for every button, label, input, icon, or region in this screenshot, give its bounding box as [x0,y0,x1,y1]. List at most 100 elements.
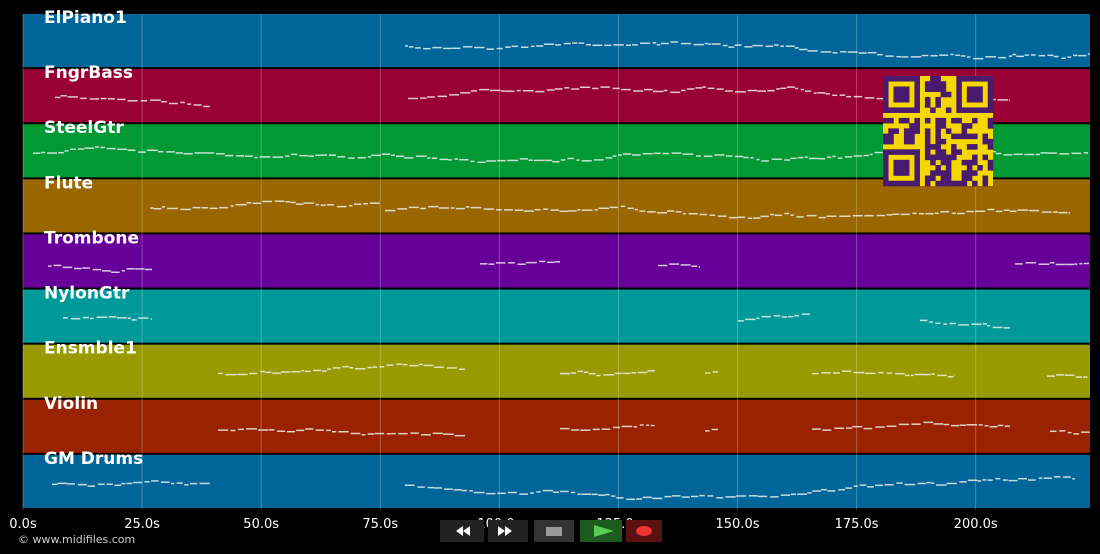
qr-cell [893,107,900,113]
time-tick-label: 175.0s [835,517,879,532]
qr-cell [903,180,910,187]
track-lane [23,289,1090,343]
qr-cell [940,117,947,124]
qr-code [883,76,994,187]
qr-cell [956,91,962,98]
qr-cell [883,107,889,113]
qr-cell [966,144,973,150]
track-name: NylonGtr [44,284,130,304]
qr-cell [903,76,910,82]
qr-cell [982,76,989,82]
qr-cell [888,128,894,134]
qr-cell [888,138,894,145]
qr-cell [909,133,915,140]
qr-cell [914,123,920,129]
qr-cell [935,133,941,140]
qr-cell [924,102,931,108]
qr-cell [930,107,936,113]
qr-cell [940,86,947,93]
qr-cell [935,117,941,124]
qr-cell [909,138,915,145]
qr-cell [914,102,920,108]
qr-cell [903,165,910,171]
qr-cell [961,128,968,134]
qr-cell [966,133,973,140]
qr-cell [987,81,994,87]
qr-cell [956,180,962,187]
qr-cell [940,154,947,161]
qr-cell [893,170,900,176]
qr-cell [883,175,889,182]
qr-cell [930,144,936,150]
qr-cell [883,159,889,166]
qr-cell [935,76,941,82]
qr-cell [987,96,994,103]
qr-cell [898,180,905,187]
qr-cell [893,149,900,155]
qr-cell [961,107,968,113]
qr-cell [977,96,983,103]
notes [48,260,1090,274]
qr-cell [982,154,989,161]
qr-cell [893,165,900,171]
qr-cell [909,107,915,113]
qr-cell [888,180,894,187]
qr-cell [935,138,941,145]
qr-cell [914,81,920,87]
qr-cell [914,107,920,113]
qr-cell [898,117,905,124]
qr-cell [909,149,915,155]
qr-cell [935,154,941,161]
qr-cell [940,123,947,129]
qr-cell [982,180,989,187]
qr-cell [972,96,978,103]
qr-cell [977,165,983,171]
qr-cell [972,159,978,166]
qr-cell [935,81,941,87]
qr-cell [987,123,994,129]
notes [218,363,1088,378]
qr-cell [972,76,978,82]
qr-cell [972,180,978,187]
qr-cell [987,86,994,93]
qr-cell [924,154,931,161]
qr-cell [924,175,931,182]
qr-cell [940,175,947,182]
qr-cell [903,117,910,124]
qr-cell [987,102,994,108]
qr-cell [883,117,889,124]
record-icon [636,526,652,536]
qr-cell [961,175,968,182]
notes [218,421,1090,437]
qr-cell [987,117,994,124]
qr-cell [924,133,931,140]
qr-cell [909,123,915,129]
qr-cell [940,81,947,87]
track-name: Ensmble1 [44,339,137,359]
qr-cell [966,159,973,166]
qr-cell [888,76,894,82]
track-name: ElPiano1 [44,8,127,28]
track-name: Flute [44,173,93,193]
qr-cell [903,96,910,103]
qr-cell [987,138,994,145]
qr-cell [972,154,978,161]
qr-cell [935,149,941,155]
qr-cell [982,175,989,182]
qr-cell [888,149,894,155]
qr-cell [951,133,957,140]
qr-cell [914,170,920,176]
qr-cell [898,149,905,155]
qr-cell [956,76,962,82]
time-tick-label: 0.0s [9,517,37,532]
qr-cell [888,117,894,124]
transport [440,520,662,542]
qr-cell [883,138,889,145]
qr-cell [909,180,915,187]
qr-cell [914,149,920,155]
qr-cell [903,91,910,98]
qr-cell [945,154,952,161]
qr-cell [956,133,962,140]
qr-cell [883,180,889,187]
qr-cell [893,128,900,134]
